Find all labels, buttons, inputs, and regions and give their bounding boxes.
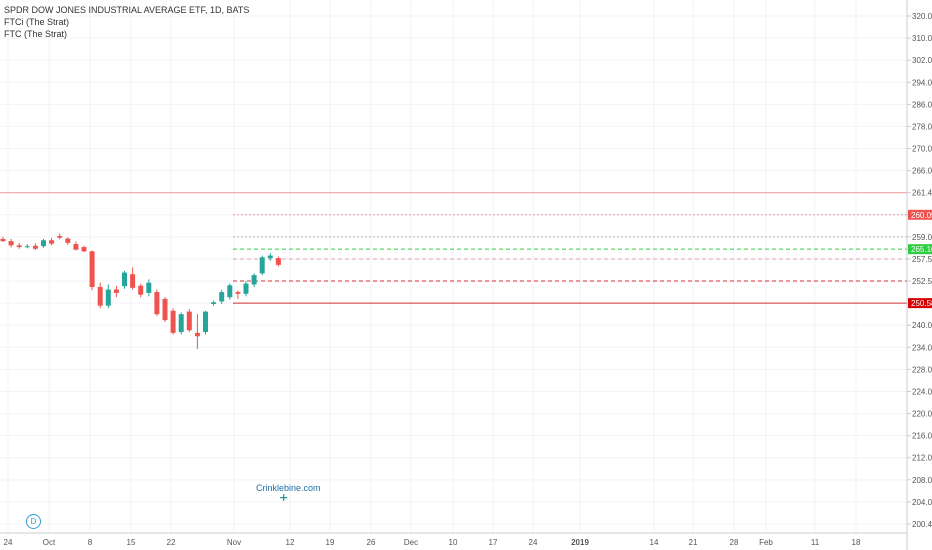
- indicator-ftc[interactable]: FTC (The Strat): [4, 29, 68, 39]
- candle-body: [243, 283, 249, 294]
- x-tick-label: 24: [529, 538, 538, 547]
- x-tick-label: Dec: [404, 538, 418, 547]
- candle-body: [203, 311, 208, 333]
- x-tick-label: 17: [489, 538, 498, 547]
- y-tick-label: 310.00: [912, 34, 932, 43]
- y-tick-label: 252.50: [912, 277, 932, 286]
- candle-body: [113, 289, 119, 293]
- candle-body: [105, 289, 111, 306]
- candle-body: [122, 272, 127, 287]
- x-tick-label: 10: [449, 538, 458, 547]
- candle-body: [211, 302, 217, 304]
- candle-body: [81, 247, 87, 252]
- price-badge-label: 260.09: [911, 211, 932, 220]
- candle-body: [267, 255, 273, 259]
- x-tick-label: 21: [689, 538, 698, 547]
- candle-body: [97, 286, 103, 306]
- candle-body: [41, 240, 46, 247]
- price-badge: [908, 244, 932, 255]
- price-lines: [0, 192, 907, 304]
- y-tick-label: 220.00: [912, 410, 932, 419]
- x-tick-label: 18: [852, 538, 861, 547]
- y-tick-label: 228.00: [912, 365, 932, 374]
- x-tick-label: 24: [4, 538, 13, 547]
- x-tick-label: 19: [326, 538, 335, 547]
- time-axis: 24 Oct 8 15 22 Nov 12 19 26 Dec 10 17 24 2019 14 21 28 Fe…: [4, 538, 861, 547]
- candle-body: [235, 292, 241, 294]
- candle-body: [154, 292, 160, 315]
- y-tick-label: 204.00: [912, 498, 932, 507]
- x-tick-label: 12: [286, 538, 295, 547]
- y-tick-label: 240.00: [912, 321, 932, 330]
- candle-body: [16, 245, 22, 248]
- indicator-ftci[interactable]: FTCi (The Strat): [4, 17, 70, 27]
- x-tick-label: Oct: [43, 538, 56, 547]
- candle-body: [251, 275, 257, 285]
- candle-body: [162, 298, 168, 321]
- candle-body: [130, 274, 136, 288]
- y-tick-label: 234.00: [912, 343, 932, 352]
- candle-body: [89, 251, 95, 287]
- price-badge-label: 265.10: [911, 245, 932, 254]
- price-badges: 265.10 260.09 250.58: [908, 209, 932, 309]
- candle-body: [24, 246, 30, 248]
- y-tick-label: 259.04: [912, 233, 932, 242]
- x-tick-label: 26: [367, 538, 376, 547]
- x-tick-label: 15: [127, 538, 136, 547]
- y-tick-label: 286.00: [912, 100, 932, 109]
- y-tick-label: 212.00: [912, 454, 932, 463]
- symbol-title: SPDR DOW JONES INDUSTRIAL AVERAGE ETF, 1…: [4, 5, 250, 15]
- y-tick-label: 261.45: [912, 189, 932, 198]
- x-tick-label: Feb: [759, 538, 773, 547]
- price-badge: [908, 209, 932, 220]
- y-tick-label: 266.00: [912, 167, 932, 176]
- candle-body: [178, 314, 184, 333]
- y-tick-label: 320.00: [912, 12, 932, 21]
- candle-body: [0, 238, 6, 242]
- y-tick-label: 224.00: [912, 387, 932, 396]
- candle-body: [65, 238, 71, 243]
- x-tick-label: 14: [650, 538, 659, 547]
- y-tick-label: 208.00: [912, 476, 932, 485]
- candle-body: [194, 332, 200, 337]
- candlestick-series: [0, 233, 281, 350]
- y-tick-label: 216.00: [912, 432, 932, 441]
- price-badge: [908, 298, 932, 309]
- candle-body: [8, 241, 14, 246]
- x-tick-label: 28: [730, 538, 739, 547]
- candle-body: [138, 285, 144, 295]
- candle-body: [186, 311, 192, 331]
- y-tick-label: 278.00: [912, 122, 932, 131]
- chart-legend: SPDR DOW JONES INDUSTRIAL AVERAGE ETF, 1…: [4, 4, 249, 40]
- candle-body: [73, 244, 79, 250]
- x-tick-label: 8: [88, 538, 93, 547]
- x-tick-label: 11: [811, 538, 820, 547]
- price-badge-label: 250.58: [911, 299, 932, 308]
- x-tick-label: Nov: [227, 538, 241, 547]
- price-axis: 320.00 310.00 302.00 294.00 286.00 278.00 270.…: [907, 12, 932, 529]
- y-tick-label: 302.00: [912, 56, 932, 65]
- x-tick-label: 22: [167, 538, 176, 547]
- watermark-text: Crinklebine.com: [256, 483, 321, 493]
- candle-body: [57, 236, 63, 238]
- candle-body: [259, 257, 265, 274]
- y-tick-label: 200.40: [912, 520, 932, 529]
- candle-body: [275, 258, 281, 265]
- candle-body: [49, 240, 55, 244]
- x-tick-label: 2019: [571, 538, 589, 547]
- candle-body: [32, 245, 38, 249]
- candle-body: [170, 310, 176, 333]
- candle-body: [227, 285, 233, 298]
- chart-grid: [0, 0, 907, 533]
- y-tick-label: 257.50: [912, 255, 932, 264]
- dividend-marker-icon[interactable]: D: [26, 514, 41, 529]
- plus-marker-icon: +: [279, 491, 289, 504]
- candle-body: [146, 282, 152, 293]
- candle-body: [219, 292, 225, 302]
- y-tick-label: 294.00: [912, 78, 932, 87]
- y-tick-label: 270.00: [912, 145, 932, 154]
